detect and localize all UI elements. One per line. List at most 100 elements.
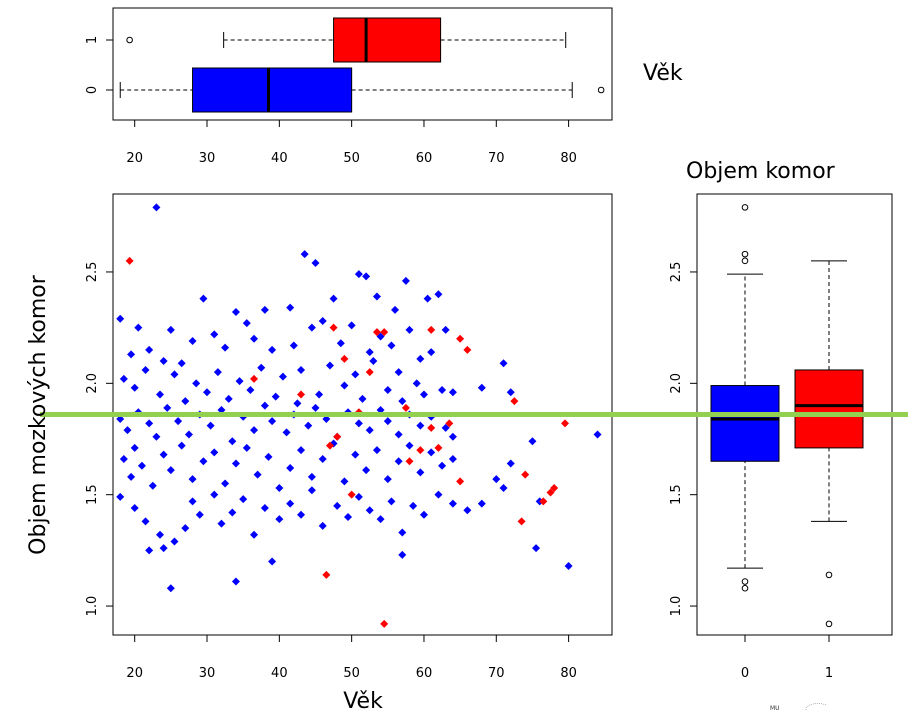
scatter-point — [297, 365, 306, 374]
scatter-point — [405, 457, 414, 466]
scatter-point — [506, 388, 515, 397]
scatter-point — [228, 508, 237, 517]
scatter-point — [325, 361, 334, 370]
scatter-point — [427, 448, 436, 457]
scatter-point — [278, 372, 287, 381]
scatter-point — [166, 325, 175, 334]
scatter-xtick-label: 40 — [271, 666, 288, 681]
scatter-point — [127, 350, 136, 359]
scatter-point — [116, 314, 125, 323]
scatter-point — [438, 461, 447, 470]
scatter-point — [293, 399, 302, 408]
scatter-point — [344, 512, 353, 521]
scatter-point — [492, 475, 501, 484]
scatter-point — [119, 455, 128, 464]
scatter-point — [297, 510, 306, 519]
scatter-point — [427, 348, 436, 357]
scatter-point — [351, 370, 360, 379]
scatter-point — [221, 343, 230, 352]
scatter-point — [271, 392, 280, 401]
scatter-point — [195, 510, 204, 519]
scatter-point — [434, 490, 443, 499]
scatter-point — [401, 403, 410, 412]
y-axis-label: Objem mozkových komor — [26, 274, 51, 555]
scatter-point — [419, 390, 428, 399]
top-box-group-1 — [126, 17, 567, 63]
scatter-point — [152, 203, 161, 212]
scatter-point — [170, 370, 179, 379]
scatter-point — [427, 423, 436, 432]
scatter-point — [376, 332, 385, 341]
scatter-point — [300, 250, 309, 259]
right-ytick-label: 1.0 — [669, 596, 684, 617]
scatter-point — [477, 499, 486, 508]
top-xtick-label: 80 — [560, 151, 577, 166]
scatter-point — [564, 561, 573, 570]
scatter-point — [235, 377, 244, 386]
scatter-xtick-label: 80 — [560, 666, 577, 681]
scatter-point — [427, 325, 436, 334]
scatter-point — [448, 499, 457, 508]
box-iqr — [794, 369, 864, 449]
scatter-point — [141, 517, 150, 526]
scatter-point — [398, 550, 407, 559]
scatter-point — [286, 463, 295, 472]
scatter-point — [550, 484, 559, 492]
scatter-point — [145, 419, 154, 428]
scatter-ytick-label: 1.5 — [85, 484, 100, 505]
scatter-point — [123, 426, 132, 435]
right-ventricle-boxplot: 0 1 1.0 1.5 2.0 2.5 — [669, 193, 893, 681]
scatter-point — [448, 388, 457, 397]
scatter-point — [416, 354, 425, 363]
scatter-point — [409, 501, 418, 510]
scatter-point — [387, 341, 396, 350]
scatter-point — [340, 477, 349, 486]
scatter-point — [456, 334, 465, 343]
top-xtick-label: 50 — [343, 151, 360, 166]
scatter-point — [521, 470, 530, 479]
scatter-plot: 20 30 40 50 60 70 80 1.0 1.5 2.0 2.5 — [85, 193, 613, 681]
scatter-point — [434, 290, 443, 299]
scatter-point — [532, 544, 541, 553]
scatter-point — [380, 328, 389, 337]
scatter-point — [333, 501, 342, 510]
scatter-point — [141, 365, 150, 374]
box-iqr — [192, 67, 353, 113]
scatter-point — [286, 499, 295, 508]
scatter-point — [125, 256, 134, 265]
scatter-point — [365, 348, 374, 357]
scatter-point — [210, 330, 219, 339]
scatter-point — [383, 386, 392, 394]
scatter-ytick-label: 2.5 — [85, 262, 100, 283]
scatter-point — [213, 368, 222, 377]
top-right-label: Věk — [643, 61, 683, 86]
scatter-point — [116, 492, 125, 501]
scatter-point — [387, 497, 396, 506]
outlier — [741, 250, 749, 258]
scatter-xtick-label: 20 — [126, 666, 143, 681]
scatter-point — [416, 446, 425, 455]
scatter-point — [307, 486, 316, 495]
right-ytick-label: 2.5 — [669, 262, 684, 283]
scatter-point — [318, 316, 327, 325]
scatter-point — [231, 308, 240, 317]
scatter-point — [383, 475, 392, 484]
right-ytick-label: 2.0 — [669, 373, 684, 394]
box-iqr — [333, 17, 442, 63]
scatter-point — [412, 379, 421, 388]
scatter-point — [130, 443, 139, 452]
scatter-point — [250, 374, 259, 383]
scatter-point — [199, 457, 208, 466]
scatter-ytick-label: 2.0 — [85, 373, 100, 394]
mu-logo: MU — [770, 703, 827, 712]
right-ytick-label: 1.5 — [669, 484, 684, 505]
x-axis-label: Věk — [343, 689, 383, 714]
scatter-point — [347, 490, 356, 499]
scatter-point — [376, 515, 385, 524]
scatter-point — [322, 570, 331, 579]
scatter-point — [380, 619, 389, 628]
scatter-point — [307, 472, 316, 481]
scatter-point — [499, 359, 508, 368]
scatter-point — [546, 488, 555, 497]
top-xtick-label: 70 — [488, 151, 505, 166]
